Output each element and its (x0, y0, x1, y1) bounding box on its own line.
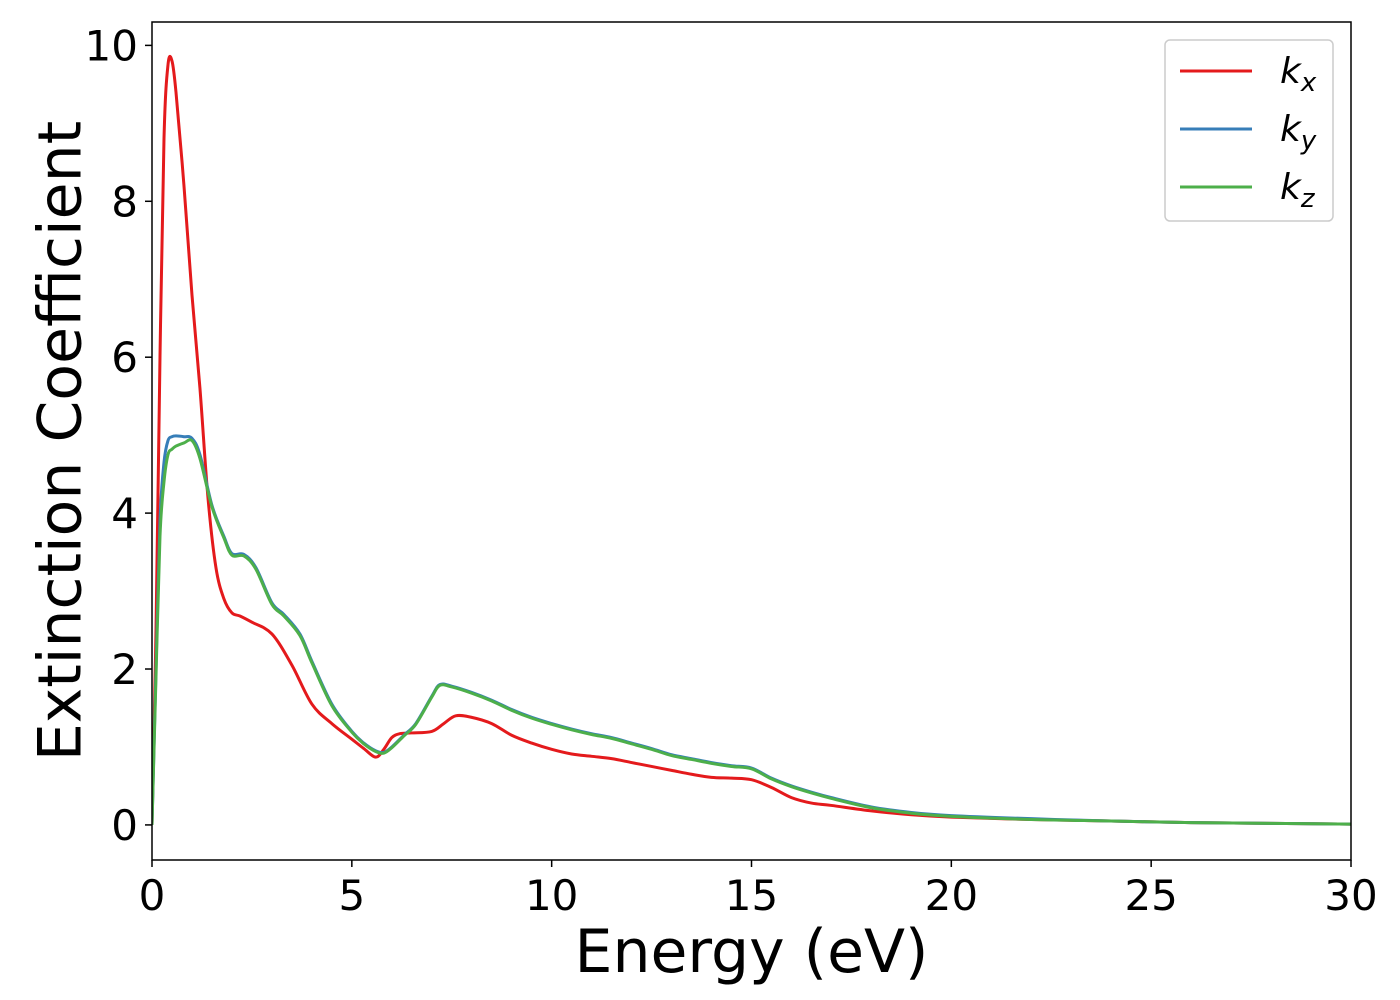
legend-label-subscript: y (1300, 126, 1317, 156)
y-tick-label: 0 (111, 801, 138, 850)
x-axis: 0 5 10 15 20 25 30 (139, 860, 1378, 920)
x-tick-label: 25 (1124, 871, 1177, 920)
legend-label-subscript: z (1300, 184, 1316, 214)
legend-label-base: k (1280, 51, 1303, 92)
series-line-z (152, 438, 1351, 826)
y-tick-label: 2 (111, 645, 138, 694)
y-tick-label: 4 (111, 489, 138, 538)
y-tick-label: 6 (111, 333, 138, 382)
x-tick-label: 5 (338, 871, 365, 920)
legend-label-subscript: x (1300, 68, 1317, 98)
series-line-x (152, 54, 1351, 826)
y-tick-label: 10 (85, 21, 138, 70)
x-tick-label: 0 (139, 871, 166, 920)
legend-label-y: ky (1280, 109, 1317, 156)
legend-label-x: kx (1280, 51, 1317, 98)
legend-label-base: k (1280, 167, 1303, 208)
x-tick-label: 15 (725, 871, 778, 920)
x-tick-label: 30 (1324, 871, 1377, 920)
y-axis-title: Extinction Coefficient (26, 121, 96, 761)
y-axis: 0 2 4 6 8 10 (85, 21, 152, 850)
x-tick-label: 20 (925, 871, 978, 920)
series-layer (152, 54, 1351, 826)
y-tick-label: 8 (111, 177, 138, 226)
x-axis-title: Energy (eV) (575, 917, 929, 987)
legend-label-base: k (1280, 109, 1303, 150)
legend-label-z: kz (1280, 167, 1316, 214)
x-tick-label: 10 (525, 871, 578, 920)
